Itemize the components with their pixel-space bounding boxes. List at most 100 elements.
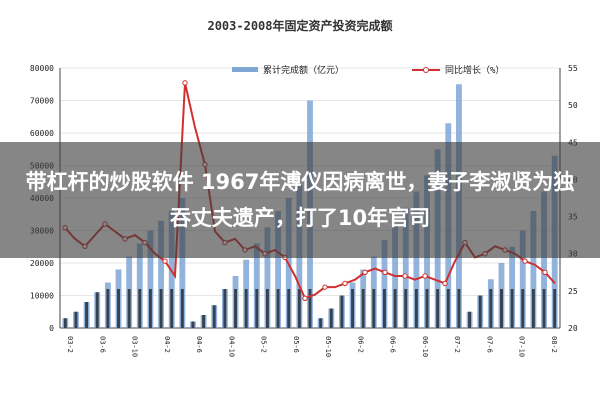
- bar-base: [74, 311, 78, 328]
- bar-base: [265, 289, 269, 328]
- bar-base: [468, 311, 472, 328]
- line-point: [302, 295, 308, 301]
- x-tick-label: 03-2: [66, 336, 74, 353]
- line-point: [362, 269, 368, 275]
- right-tick-label: 55: [568, 64, 578, 73]
- bar-base: [180, 289, 184, 328]
- right-tick-label: 50: [568, 101, 578, 110]
- left-tick-label: 20000: [30, 259, 54, 268]
- legend-line-marker: [423, 67, 429, 73]
- bar-base: [85, 302, 89, 328]
- x-tick-label: 04-10: [227, 336, 235, 357]
- bar: [509, 246, 516, 328]
- left-tick-label: 10000: [30, 292, 54, 301]
- bar-base: [212, 305, 216, 328]
- bar-base: [287, 289, 291, 328]
- x-tick-label: 04-6: [195, 336, 203, 353]
- x-tick-label: 05-6: [292, 336, 300, 353]
- bar-base: [170, 289, 174, 328]
- x-tick-label: 06-2: [356, 336, 364, 353]
- bar-base: [531, 289, 535, 328]
- bar-base: [319, 318, 323, 328]
- bar: [253, 243, 260, 328]
- x-tick-label: 05-2: [260, 336, 268, 353]
- x-tick-label: 08-2: [550, 336, 558, 353]
- bar-base: [276, 289, 280, 328]
- bar-base: [148, 289, 152, 328]
- bar-base: [234, 289, 237, 328]
- legend-bar-swatch: [232, 67, 258, 72]
- bar-base: [223, 289, 227, 328]
- bar: [275, 211, 282, 328]
- bar-base: [361, 289, 365, 328]
- bar-base: [95, 292, 99, 328]
- bar-base: [159, 289, 163, 328]
- line-point: [322, 284, 328, 290]
- bar-base: [202, 315, 206, 328]
- bar: [519, 230, 526, 328]
- bar-base: [351, 289, 355, 328]
- x-tick-label: 07-2: [453, 336, 461, 353]
- bar-base: [138, 289, 142, 328]
- bar-base: [255, 289, 259, 328]
- bar: [413, 191, 420, 328]
- bar-base: [127, 289, 131, 328]
- x-tick-label: 07-10: [518, 336, 526, 357]
- x-tick-label: 03-10: [131, 336, 139, 357]
- bar: [158, 220, 164, 328]
- headline-overlay: 带杠杆的炒股软件 1967年溥仪因病离世，妻子李淑贤为独吞丈夫遗产，打了10年官…: [0, 142, 600, 258]
- bar-base: [63, 318, 67, 328]
- left-tick-label: 80000: [30, 64, 54, 73]
- bar-base: [457, 289, 461, 328]
- x-tick-label: 04-2: [163, 336, 171, 353]
- bar: [381, 240, 388, 328]
- line-point: [162, 258, 168, 264]
- x-axis-ticks: 03-2 03-6 03-10 04-2 04-6 04-10 05-2 05-6 05-10 0…: [66, 336, 558, 357]
- x-tick-label: 06-10: [421, 336, 429, 357]
- line-point: [522, 258, 528, 264]
- bar-base: [521, 289, 525, 328]
- left-tick-label: 0: [49, 324, 54, 333]
- bar: [530, 211, 537, 328]
- line-point: [182, 80, 188, 86]
- x-tick-label: 06-6: [389, 336, 397, 353]
- bar-base: [489, 289, 493, 328]
- bar-base: [553, 289, 557, 328]
- bar-base: [106, 289, 110, 328]
- line-point: [542, 269, 548, 275]
- bar-base: [414, 289, 418, 328]
- left-tick-label: 70000: [30, 97, 54, 106]
- bar-base: [393, 289, 397, 328]
- x-tick-label: 05-10: [324, 336, 332, 357]
- bar-base: [542, 289, 546, 328]
- headline-text[interactable]: 带杠杆的炒股软件 1967年溥仪因病离世，妻子李淑贤为独吞丈夫遗产，打了10年官…: [25, 170, 575, 230]
- bar-base: [329, 308, 333, 328]
- bar: [179, 198, 186, 328]
- bar: [402, 207, 409, 328]
- chart-title: 2003-2008年固定资产投资完成额: [207, 18, 392, 33]
- bar-base: [425, 289, 429, 328]
- bar-base: [383, 289, 386, 328]
- bar-base: [436, 289, 440, 328]
- bar-base: [191, 321, 195, 328]
- right-tick-label: 20: [568, 324, 578, 333]
- legend-line-label: 同比增长（%）: [445, 64, 504, 76]
- bar-base: [297, 289, 301, 328]
- line-point: [442, 280, 448, 287]
- legend-bar-label: 累计完成额（亿元）: [263, 64, 344, 76]
- bar: [264, 227, 271, 328]
- bar-base: [510, 289, 514, 328]
- bar-base: [308, 289, 312, 328]
- line-point: [342, 280, 348, 287]
- bar-base: [478, 295, 482, 328]
- line-point: [382, 269, 388, 275]
- bar-base: [244, 289, 248, 328]
- x-tick-label: 03-6: [98, 336, 106, 353]
- bar: [147, 230, 154, 328]
- legend: 累计完成额（亿元） 同比增长（%）: [232, 64, 504, 76]
- line-point: [422, 273, 428, 279]
- line-point: [402, 273, 408, 279]
- right-tick-label: 25: [568, 287, 578, 296]
- bar-base: [340, 295, 344, 328]
- bar: [541, 191, 547, 328]
